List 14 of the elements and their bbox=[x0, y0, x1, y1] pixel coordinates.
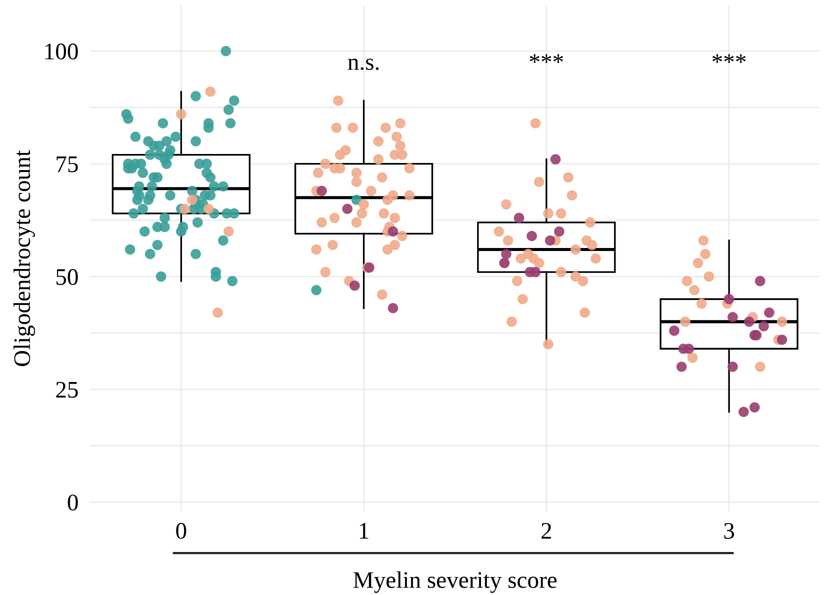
annotation: n.s. bbox=[348, 58, 379, 70]
x-tick-label: 3 bbox=[724, 522, 734, 539]
annotation: *** bbox=[530, 54, 563, 63]
y-tick-label: 75 bbox=[56, 156, 78, 172]
x-tick-label: 2 bbox=[542, 522, 552, 539]
x-axis-title: Myelin severity score bbox=[353, 571, 557, 593]
annotation: *** bbox=[712, 54, 746, 63]
x-tick-label: 0 bbox=[176, 522, 186, 539]
y-axis-title: Oligodendrocyte count bbox=[14, 150, 35, 366]
y-tick-label: 50 bbox=[56, 269, 78, 285]
y-tick-label: 100 bbox=[45, 44, 78, 60]
y-tick-label: 25 bbox=[56, 382, 78, 398]
y-tick-label: 0 bbox=[68, 494, 78, 511]
x-tick-label: 1 bbox=[360, 523, 368, 539]
